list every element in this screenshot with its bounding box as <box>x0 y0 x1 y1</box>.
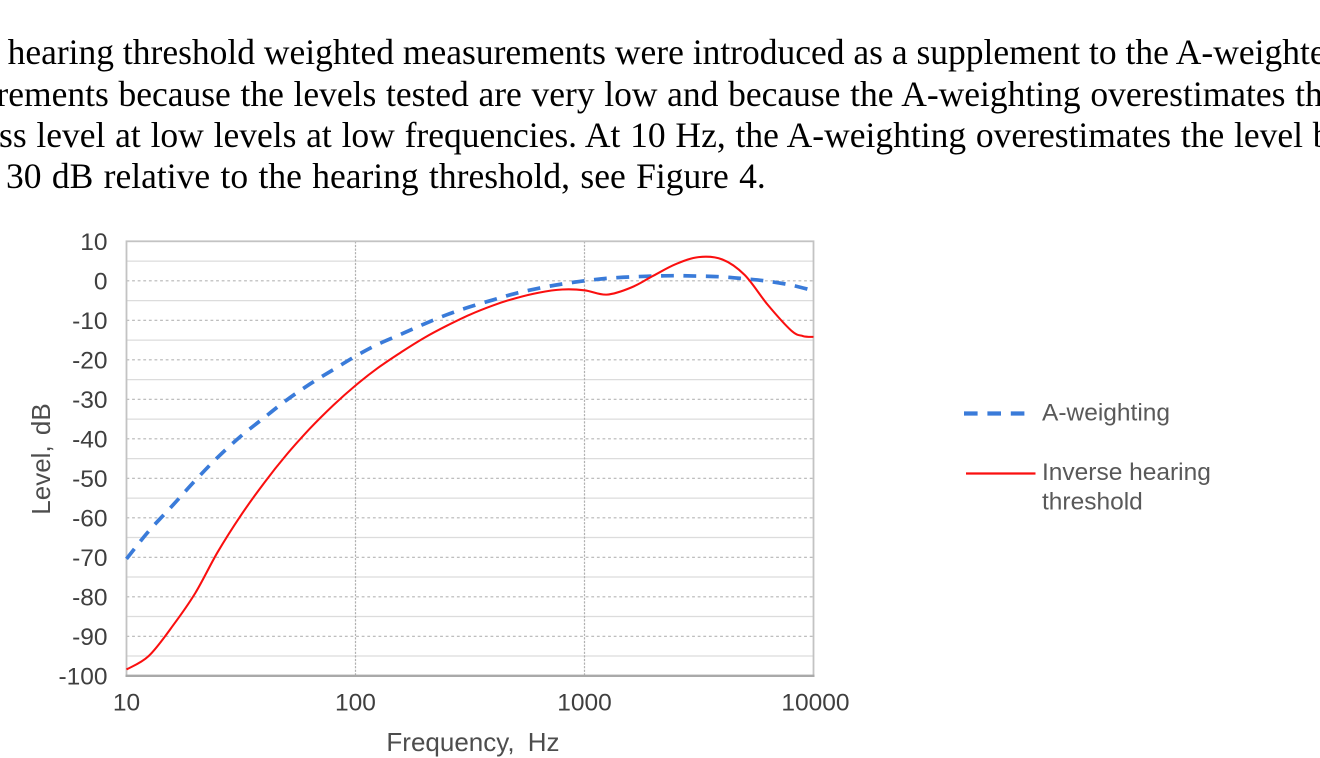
svg-text:-10: -10 <box>72 308 107 335</box>
svg-text:Inverse hearing: Inverse hearing <box>1042 459 1211 486</box>
svg-text:0: 0 <box>94 269 108 296</box>
svg-text:-30: -30 <box>72 387 107 414</box>
svg-text:-50: -50 <box>72 466 107 493</box>
svg-text:-20: -20 <box>72 348 107 375</box>
svg-text:-70: -70 <box>72 545 107 572</box>
svg-text:10: 10 <box>113 690 140 717</box>
svg-text:-90: -90 <box>72 624 107 651</box>
svg-text:-80: -80 <box>72 585 107 612</box>
svg-text:100: 100 <box>335 690 376 717</box>
svg-text:threshold: threshold <box>1042 488 1143 515</box>
svg-text:Level, dB: Level, dB <box>26 403 56 514</box>
svg-text:-60: -60 <box>72 506 107 533</box>
svg-text:1000: 1000 <box>557 690 612 717</box>
svg-text:10: 10 <box>80 229 107 256</box>
svg-text:A-weighting: A-weighting <box>1042 399 1170 426</box>
svg-text:-40: -40 <box>72 427 107 454</box>
svg-text:10000: 10000 <box>781 690 849 717</box>
svg-text:Frequency, Hz: Frequency, Hz <box>386 727 559 757</box>
svg-text:-100: -100 <box>58 664 107 691</box>
